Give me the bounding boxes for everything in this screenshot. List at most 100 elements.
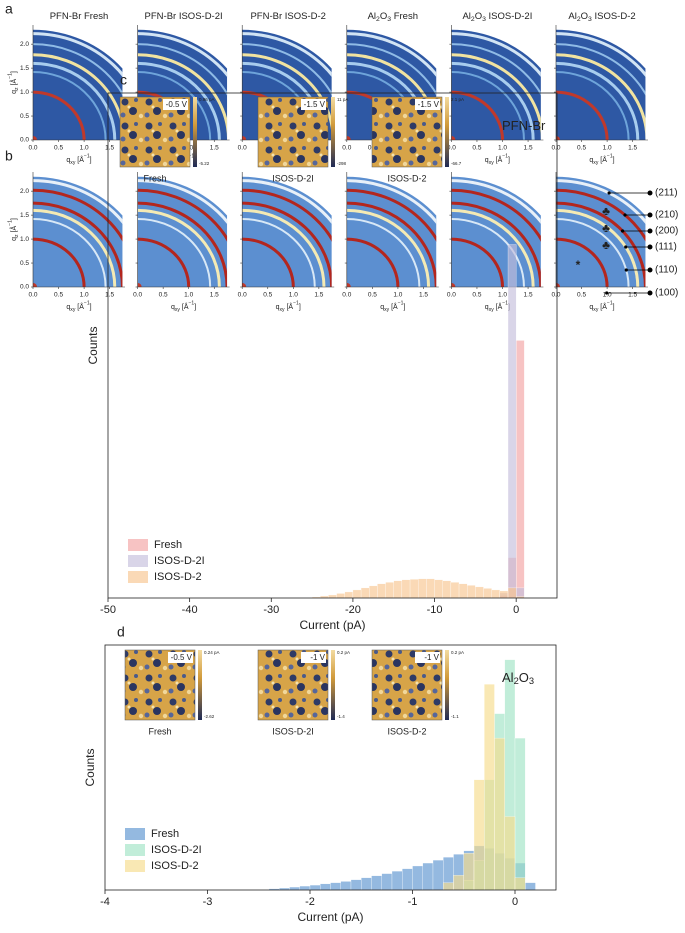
beam-spot: [137, 283, 142, 288]
x-axis-label-part: ]: [90, 157, 92, 164]
x-axis-label-part: q: [485, 157, 489, 164]
panel-label: b: [5, 148, 13, 164]
x-tick-label: -3: [203, 896, 213, 908]
legend-swatch: [128, 539, 148, 551]
panel-label: d: [117, 624, 125, 640]
x-tick-label: 0.5: [263, 292, 272, 299]
x-tick-label: 1.0: [498, 292, 507, 299]
x-tick-label: -1: [408, 896, 418, 908]
image-title-part: Al: [462, 11, 470, 22]
x-axis-label-part: ]: [403, 304, 405, 311]
annotation-dot: [624, 245, 628, 249]
image-title-part: Al: [568, 11, 576, 22]
image-title-part: O: [581, 11, 588, 22]
y-axis-label-part: [Å: [9, 226, 18, 235]
image-title-part: Fresh: [391, 11, 418, 22]
image-title-part: ISOS-D-2I: [486, 11, 532, 22]
x-tick-label: 0.0: [342, 145, 351, 152]
giwaxs-image: 0.0 0.5 1.0 1.5 qxy [Å−1]: [551, 172, 648, 313]
histogram-bar: [418, 578, 427, 599]
histogram-bar: [458, 583, 468, 599]
x-tick-label: 1.0: [603, 145, 612, 152]
legend-label: Fresh: [154, 539, 182, 551]
image-title-part: ISOS-D-2: [592, 11, 636, 22]
histogram-bar: [473, 779, 485, 891]
x-tick-label: 1.5: [628, 145, 637, 152]
histogram-bar: [330, 882, 341, 891]
histogram-bar: [525, 882, 536, 891]
x-tick-label: -2: [305, 896, 315, 908]
x-axis-label-part: −1: [188, 154, 194, 160]
giwaxs-image: 0.0 0.5 1.0 1.5 qxy [Å−1]: [133, 172, 230, 313]
histogram-bar: [422, 862, 434, 891]
histogram-bar: [412, 865, 423, 891]
histogram-bar: [401, 579, 411, 599]
y-axis-label-part: q: [11, 90, 18, 94]
x-axis-label-part: [Å: [494, 302, 503, 311]
beam-spot: [346, 136, 351, 141]
voltage-box: [415, 99, 440, 110]
colorbar: [331, 650, 335, 720]
colorbar-max: 0.24 pA: [204, 650, 220, 655]
x-tick-label: 1.5: [105, 145, 114, 152]
y-axis-label: Counts: [86, 326, 100, 364]
x-axis-label: Current (pA): [299, 618, 365, 632]
x-tick-label: 0.5: [472, 292, 481, 299]
x-axis-label-part: −1: [84, 154, 90, 160]
colorbar-max: 0.96 pA: [199, 97, 215, 102]
y-tick-label: 2.0: [20, 188, 29, 195]
image-title: PFN-Br ISOS-D-2I: [145, 11, 223, 22]
histogram-bar: [289, 886, 300, 891]
legend-label: ISOS-D-2I: [154, 555, 205, 567]
y-axis-label: qz [Å−1]: [8, 218, 21, 241]
x-axis-label-part: ]: [508, 157, 510, 164]
x-tick-label: -40: [182, 604, 198, 616]
annotation-dot: [607, 191, 611, 195]
x-tick-label: 0.0: [447, 292, 456, 299]
x-tick-label: 0.0: [238, 292, 247, 299]
inset-caption: Fresh: [143, 173, 166, 183]
annotation-dot: [647, 212, 653, 218]
x-axis-label: qxy [Å−1]: [276, 301, 301, 314]
x-axis-label-part: [Å: [598, 155, 607, 164]
histogram-bar: [309, 884, 321, 891]
phase-marker: ♣: [602, 204, 610, 218]
x-tick-label: 0.0: [551, 292, 560, 299]
histogram-bar: [475, 586, 484, 599]
inset-caption: Fresh: [148, 726, 171, 736]
x-tick-label: 1.5: [419, 292, 428, 299]
beam-spot: [242, 283, 247, 288]
histogram-bar: [377, 583, 386, 599]
histogram-bar: [402, 868, 413, 891]
x-axis-label: qxy [Å−1]: [380, 301, 405, 314]
giwaxs-image: 0.0 0.5 1.0 1.5 qxy [Å−1] 0.0 0.5 1.0 1.5 2.0: [20, 172, 125, 313]
x-tick-label: 0.0: [551, 145, 560, 152]
image-title: Al2O3 ISOS-D-2: [568, 11, 635, 23]
x-tick-label: 0: [513, 604, 519, 616]
x-tick-label: 0.5: [577, 292, 586, 299]
histogram-bar: [507, 244, 517, 599]
x-tick-label: 1.5: [628, 292, 637, 299]
voltage-box: [168, 652, 193, 663]
annotation-dot: [624, 268, 628, 272]
x-tick-label: 1.5: [210, 292, 219, 299]
x-axis-label-part: [Å: [75, 302, 84, 311]
x-tick-label: -4: [100, 896, 110, 908]
y-tick-label: 1.5: [20, 65, 29, 72]
reflection-label: (110): [655, 265, 678, 276]
image-title-part: PFN-Br ISOS-D-2: [250, 11, 325, 22]
inset-caption: ISOS-D-2I: [272, 726, 314, 736]
sample-label: Al2O3: [502, 670, 534, 686]
histogram-bar: [483, 588, 492, 599]
voltage-box: [301, 652, 326, 663]
voltage-box: [301, 99, 326, 110]
x-tick-label: 0.0: [238, 145, 247, 152]
histogram-bar: [371, 875, 382, 891]
image-title-part: Al: [368, 11, 376, 22]
y-tick-label: 2.0: [20, 41, 29, 48]
histogram-bar: [516, 340, 525, 599]
histogram-bar: [426, 578, 435, 599]
x-axis-label-part: [Å: [285, 302, 294, 311]
y-tick-label: 0.0: [20, 137, 29, 144]
histogram-bar: [443, 882, 454, 891]
